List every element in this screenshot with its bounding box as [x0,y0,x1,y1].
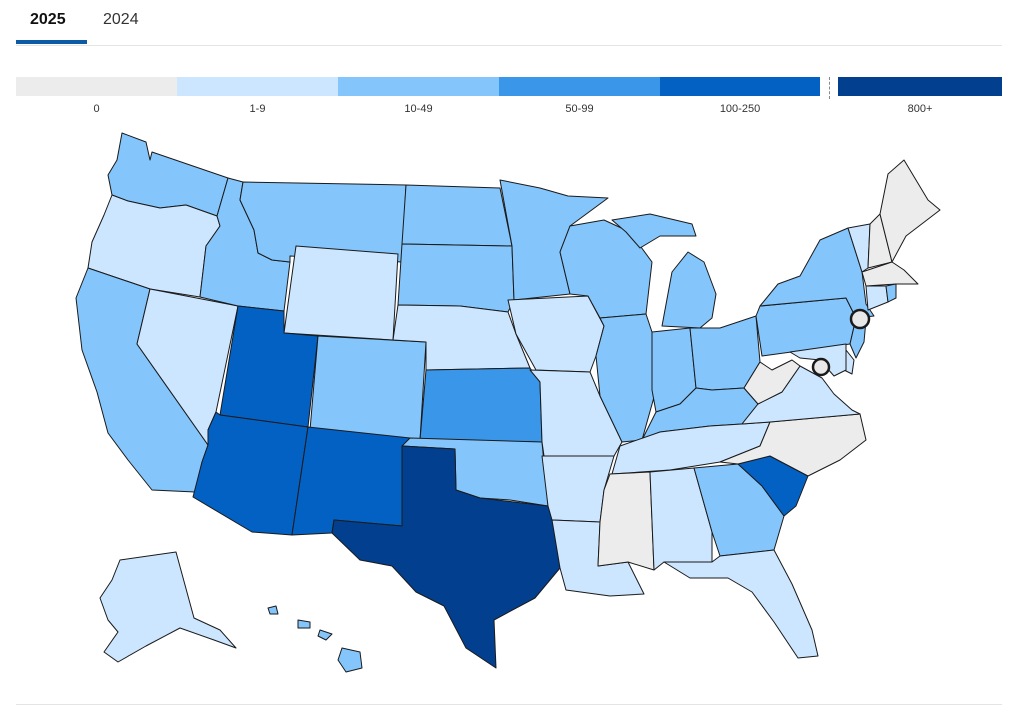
map-marker-new-york-city[interactable] [849,308,871,330]
legend-label-1-9: 1-9 [249,103,266,115]
legend-label-10-49: 10-49 [404,103,433,115]
state-west-virginia[interactable] [743,359,801,405]
state-kansas[interactable] [419,367,543,443]
state-texas[interactable] [331,445,561,669]
state-maine[interactable] [879,159,941,263]
bottom-divider [16,704,1002,705]
legend-swatch-1-9 [177,77,338,96]
legend-swatch-50-99 [499,77,660,96]
legend-swatch-0 [16,77,177,96]
legend-divider [829,77,830,99]
state-illinois[interactable] [595,313,657,443]
legend-label-50-99: 50-99 [565,103,594,115]
state-north-dakota[interactable] [401,184,513,247]
state-colorado[interactable] [309,335,427,441]
color-legend: 0 1-9 10-49 50-99 100-250 800+ [16,77,1002,117]
state-arizona[interactable] [192,411,309,536]
state-connecticut[interactable] [865,285,889,311]
state-michigan[interactable] [611,213,717,329]
legend-label-100-250: 100-250 [719,103,761,115]
tab-2024[interactable]: 2024 [103,11,139,28]
state-hawaii[interactable] [267,605,363,673]
legend-label-0: 0 [93,103,100,115]
state-rhode-island[interactable] [885,283,897,303]
state-florida[interactable] [663,549,819,659]
legend-swatch-100-250 [660,77,820,96]
tab-2025[interactable]: 2025 [30,11,66,28]
state-maryland[interactable] [789,343,847,377]
state-alaska[interactable] [99,551,237,663]
state-south-dakota[interactable] [397,243,515,313]
state-wyoming[interactable] [283,245,399,341]
map-marker-washington-dc[interactable] [811,357,831,377]
active-tab-indicator [16,40,87,44]
legend-swatch-10-49 [338,77,499,96]
legend-label-800-plus: 800+ [907,103,933,115]
legend-swatch-800-plus [838,77,1002,96]
state-mississippi[interactable] [597,471,655,571]
year-tabs: 2025 2024 [16,0,1002,46]
state-new-mexico[interactable] [291,426,411,536]
